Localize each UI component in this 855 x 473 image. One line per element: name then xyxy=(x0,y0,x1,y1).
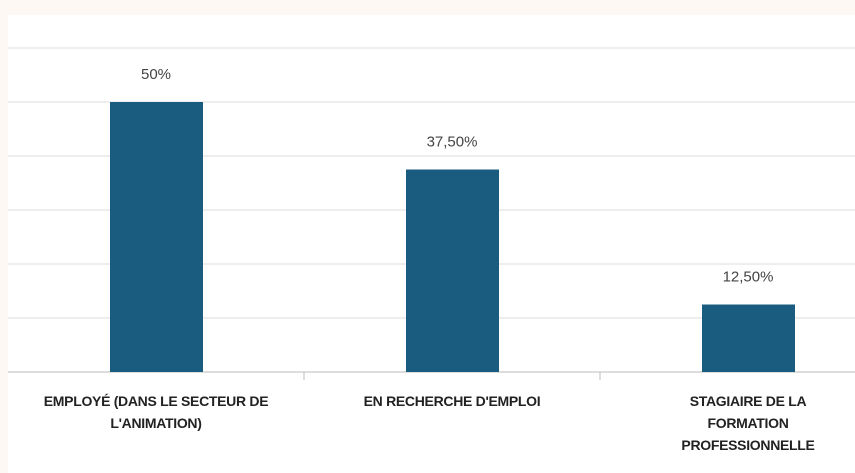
bar xyxy=(702,304,795,372)
x-tick-label: EN RECHERCHE D'EMPLOI xyxy=(363,393,541,409)
data-label: 50% xyxy=(141,66,171,83)
bar xyxy=(406,169,499,372)
bar xyxy=(110,102,203,372)
x-tick-label: STAGIAIRE DE LA FORMATION PROFESSIONNELL… xyxy=(681,393,815,453)
data-label: 37,50% xyxy=(427,133,478,150)
x-tick-label: EMPLOYÉ (DANS LE SECTEUR DE L'ANIMATION) xyxy=(43,393,269,431)
data-label: 12,50% xyxy=(723,268,774,285)
